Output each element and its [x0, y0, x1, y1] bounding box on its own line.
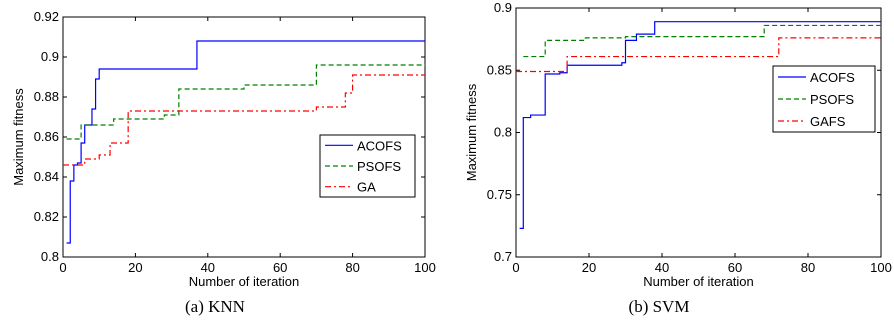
legend-label-gafs: GAFS	[810, 114, 846, 129]
legend-label-ga: GA	[357, 180, 376, 195]
x-tick-label: 40	[201, 260, 215, 275]
legend-label-acofs: ACOFS	[810, 70, 855, 85]
chart-caption: (b) SVM	[629, 297, 690, 316]
x-tick-label: 80	[345, 260, 359, 275]
y-tick-label: 0.9	[41, 49, 59, 64]
y-tick-label: 0.7	[494, 249, 512, 264]
x-tick-label: 100	[870, 260, 892, 275]
y-tick-label: 0.85	[487, 62, 512, 77]
y-tick-label: 0.92	[34, 9, 59, 24]
y-tick-label: 0.8	[494, 125, 512, 140]
x-axis-label: Number of iteration	[643, 274, 754, 289]
series-line-ga	[63, 74, 425, 166]
x-tick-label: 20	[582, 260, 596, 275]
y-tick-label: 0.82	[34, 209, 59, 224]
y-tick-label: 0.88	[34, 89, 59, 104]
x-tick-label: 0	[512, 260, 519, 275]
knn-chart: 0 20 40 60 80 100 0.8 0.82 0.84 0.86 0.88 0.9 0.92 Nu…	[11, 9, 436, 316]
x-tick-label: 60	[273, 260, 287, 275]
series-line-acofs	[519, 21, 881, 229]
x-tick-label: 60	[728, 260, 742, 275]
x-tick-label: 0	[59, 260, 66, 275]
y-axis-label: Maximum fitness	[11, 88, 26, 186]
legend-label-acofs: ACOFS	[357, 138, 402, 153]
y-tick-label: 0.84	[34, 169, 59, 184]
x-axis-label: Number of iteration	[189, 274, 300, 289]
x-tick-label: 40	[655, 260, 669, 275]
y-tick-label: 0.9	[494, 0, 512, 15]
x-tick-label: 20	[128, 260, 142, 275]
series-line-psofs	[66, 64, 425, 140]
x-tick-label: 100	[414, 260, 436, 275]
legend-label-psofs: PSOFS	[357, 159, 401, 174]
y-tick-label: 0.8	[41, 249, 59, 264]
y-tick-label: 0.75	[487, 187, 512, 202]
series-line-psofs	[523, 24, 881, 58]
y-tick-label: 0.86	[34, 129, 59, 144]
legend-label-psofs: PSOFS	[810, 92, 854, 107]
y-axis-label: Maximum fitness	[464, 83, 479, 181]
x-tick-label: 80	[801, 260, 815, 275]
chart-caption: (a) KNN	[185, 297, 245, 316]
svm-chart: 0 20 40 60 80 100 0.7 0.75 0.8 0.85 0.9 Number of i…	[464, 0, 892, 316]
